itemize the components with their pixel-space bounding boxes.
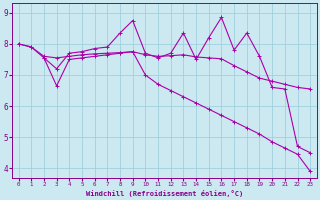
X-axis label: Windchill (Refroidissement éolien,°C): Windchill (Refroidissement éolien,°C) <box>86 190 243 197</box>
